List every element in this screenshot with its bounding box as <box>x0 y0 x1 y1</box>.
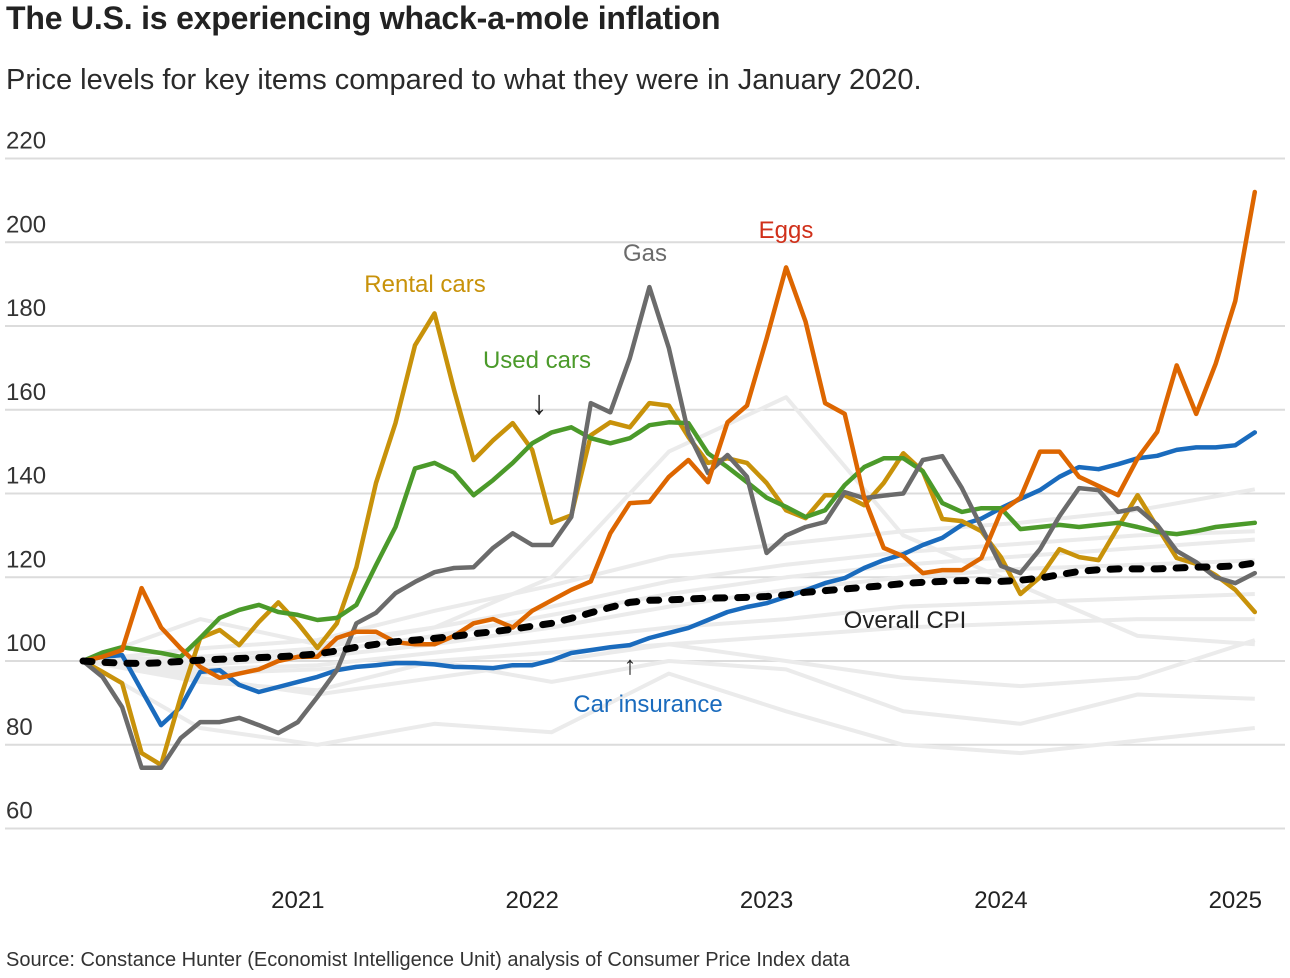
chart-subtitle: Price levels for key items compared to w… <box>6 64 922 96</box>
y-tick-label: 120 <box>6 546 46 573</box>
chart-title: The U.S. is experiencing whack-a-mole in… <box>6 0 721 36</box>
label-used-cars: Used cars <box>482 347 592 374</box>
label-eggs: Eggs <box>758 217 814 244</box>
series-line-overall-cpi <box>79 559 1259 667</box>
y-tick-label: 180 <box>6 295 46 322</box>
x-tick-label: 2021 <box>271 887 324 914</box>
series-line-eggs <box>80 189 1258 681</box>
x-tick-label: 2022 <box>505 887 558 914</box>
arrow-up-icon: ↑ <box>623 650 637 680</box>
label-gas: Gas <box>622 240 668 267</box>
y-axis-ticks: 220 200 180 160 140 120 100 80 60 <box>6 128 46 825</box>
label-overall-cpi: Overall CPI <box>843 607 967 634</box>
other-item-line <box>82 487 1256 663</box>
y-tick-label: 60 <box>6 798 33 825</box>
source-note: Source: Constance Hunter (Economist Inte… <box>6 949 850 971</box>
arrow-down-icon: ↓ <box>530 384 548 422</box>
y-tick-label: 80 <box>6 714 33 741</box>
other-item-line <box>82 659 1256 756</box>
y-tick-label: 220 <box>6 128 46 155</box>
y-tick-label: 140 <box>6 463 46 490</box>
series-line-rental-cars <box>80 311 1258 768</box>
label-car-insurance: Car insurance <box>573 691 723 718</box>
y-tick-label: 160 <box>6 379 46 406</box>
series-line-car-insurance <box>80 430 1258 728</box>
x-axis-ticks: 2021 2022 2023 2024 2025 <box>271 887 1262 914</box>
other-item-line <box>82 395 1255 663</box>
x-tick-label: 2023 <box>740 887 793 914</box>
y-tick-label: 200 <box>6 211 46 238</box>
x-tick-label: 2025 <box>1209 887 1262 914</box>
x-tick-label: 2024 <box>974 887 1027 914</box>
series-line-gas <box>80 284 1258 771</box>
label-rental-cars: Rental cars <box>364 271 486 298</box>
highlighted-lines <box>79 189 1259 771</box>
other-item-line <box>82 529 1255 663</box>
y-tick-label: 100 <box>6 630 46 657</box>
series-line-used-cars <box>80 420 1258 664</box>
